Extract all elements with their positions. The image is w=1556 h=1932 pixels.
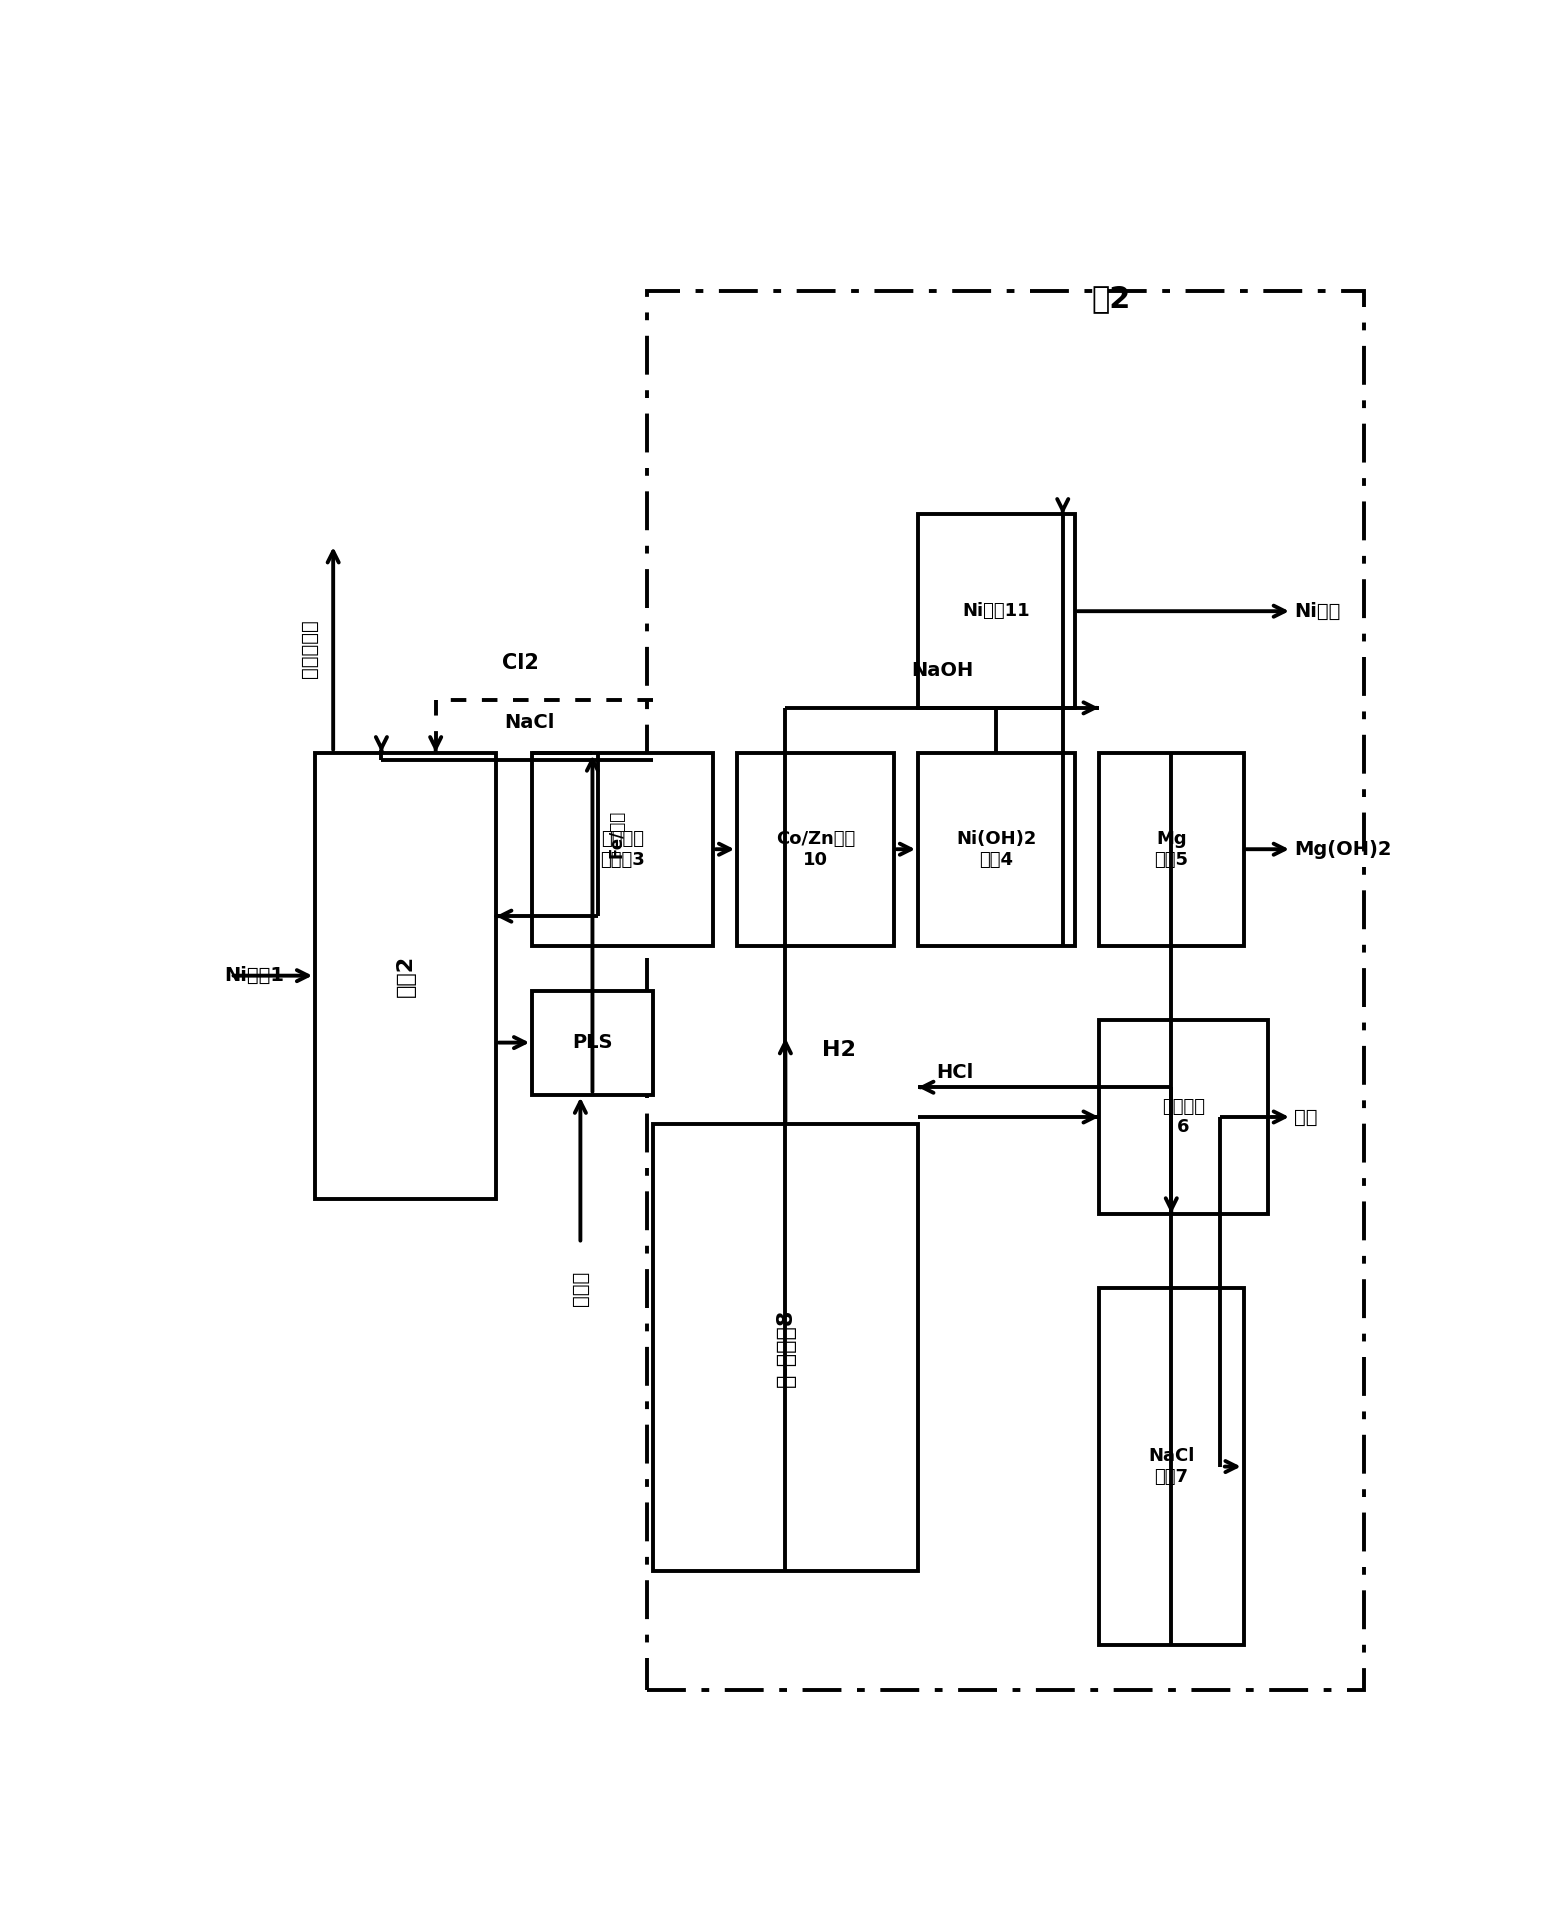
- Text: Mg(OH)2: Mg(OH)2: [1295, 840, 1391, 858]
- Text: Ni(OH)2
沉淀4: Ni(OH)2 沉淀4: [957, 831, 1036, 869]
- Text: Ni金属: Ni金属: [1295, 601, 1341, 620]
- Bar: [1099, 1020, 1268, 1213]
- Bar: [314, 753, 496, 1198]
- Bar: [532, 991, 654, 1095]
- Text: NaOH: NaOH: [910, 661, 974, 680]
- Text: Ni还原11: Ni还原11: [963, 603, 1030, 620]
- Text: PLS: PLS: [573, 1034, 613, 1053]
- Bar: [652, 1124, 918, 1571]
- Bar: [918, 514, 1075, 707]
- Text: 氯-碱电解8: 氯-碱电解8: [775, 1308, 795, 1387]
- Text: Ni精矿1: Ni精矿1: [224, 966, 285, 985]
- Text: 石灰石: 石灰石: [571, 1271, 590, 1306]
- Bar: [1099, 1289, 1243, 1646]
- Text: NaCl: NaCl: [504, 713, 554, 732]
- Text: Cl2: Cl2: [501, 653, 538, 672]
- Bar: [532, 752, 713, 947]
- Bar: [738, 752, 893, 947]
- Text: NaCl
蒸发7: NaCl 蒸发7: [1148, 1447, 1195, 1486]
- Text: 浸出2: 浸出2: [395, 954, 415, 997]
- Text: 图2: 图2: [1091, 284, 1131, 313]
- Bar: [1099, 752, 1243, 947]
- Text: 除去铁和
硫酸盐3: 除去铁和 硫酸盐3: [601, 831, 646, 869]
- Bar: [918, 752, 1075, 947]
- Text: 浸出残余物: 浸出残余物: [300, 618, 319, 678]
- Text: HCl: HCl: [937, 1063, 974, 1082]
- Text: 杂质: 杂质: [1295, 1107, 1318, 1126]
- Text: Mg
沉淀5: Mg 沉淀5: [1155, 831, 1189, 869]
- Bar: [647, 292, 1365, 1690]
- Text: Fe/石膏: Fe/石膏: [607, 810, 626, 858]
- Text: Co/Zn萃取
10: Co/Zn萃取 10: [776, 831, 856, 869]
- Text: 离子交换
6: 离子交换 6: [1162, 1097, 1204, 1136]
- Text: H2: H2: [822, 1039, 856, 1061]
